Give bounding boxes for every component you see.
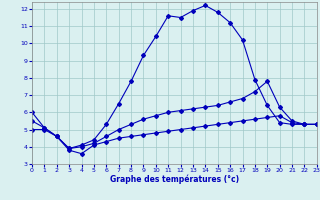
X-axis label: Graphe des températures (°c): Graphe des températures (°c) [110, 175, 239, 184]
